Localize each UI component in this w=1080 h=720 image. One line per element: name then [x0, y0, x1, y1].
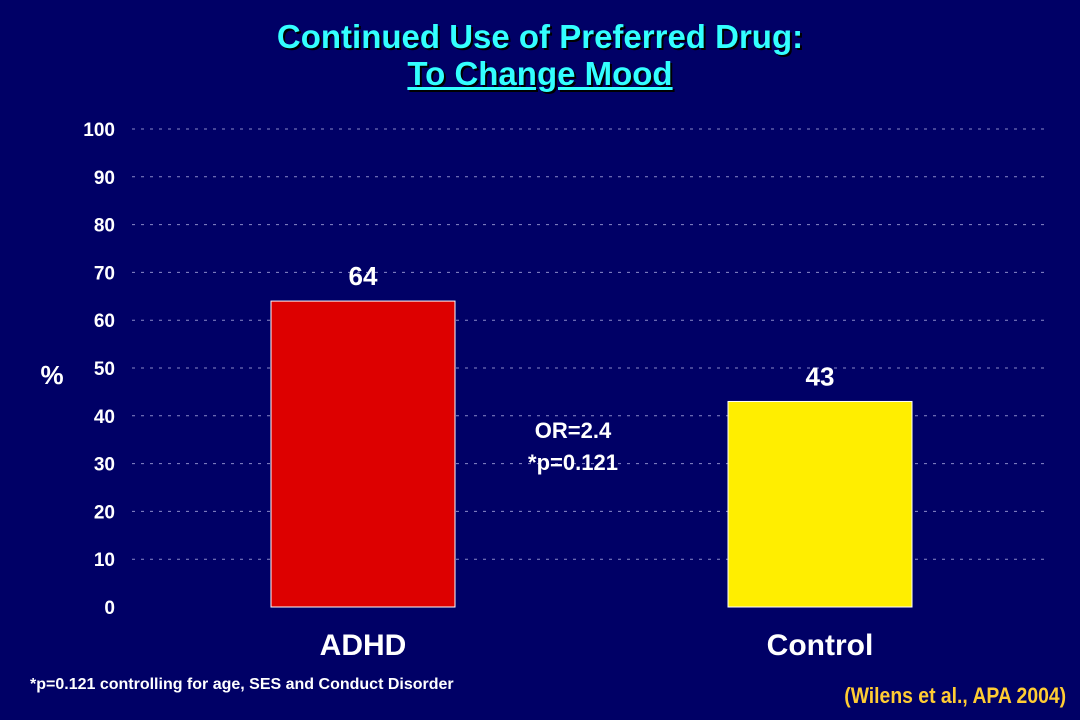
y-tick-label: 90 — [94, 168, 115, 189]
y-tick-label: 80 — [94, 216, 115, 237]
bar-value-label: 43 — [806, 361, 835, 391]
title-line-1: Continued Use of Preferred Drug: — [276, 18, 804, 55]
y-tick-label: 30 — [94, 455, 115, 476]
y-tick-label: 100 — [83, 120, 115, 141]
y-tick-label: 0 — [104, 598, 115, 619]
y-tick-label: 40 — [94, 407, 115, 428]
chart-title: Continued Use of Preferred Drug: To Chan… — [0, 18, 1080, 92]
annotation-line: *p=0.121 — [528, 450, 618, 475]
y-axis-ticks: 0 10 20 30 40 50 60 70 80 90 100 — [83, 120, 115, 619]
title-line-2: To Change Mood — [407, 55, 673, 92]
footnote: *p=0.121 controlling for age, SES and Co… — [30, 676, 454, 693]
citation: (Wilens et al., APA 2004) — [844, 683, 1066, 708]
y-tick-label: 70 — [94, 263, 115, 284]
bars: 64 ADHD 43 Control — [270, 261, 913, 662]
category-label: ADHD — [320, 629, 407, 662]
category-label: Control — [767, 629, 874, 662]
bar-adhd — [270, 300, 456, 608]
annotation-line: OR=2.4 — [535, 418, 612, 443]
y-tick-label: 20 — [94, 502, 115, 523]
y-axis-label: % — [40, 360, 63, 390]
annotation: OR=2.4 *p=0.121 — [528, 418, 618, 475]
y-tick-label: 50 — [94, 359, 115, 380]
y-tick-label: 10 — [94, 550, 115, 571]
bar-value-label: 64 — [349, 261, 378, 291]
y-tick-label: 60 — [94, 311, 115, 332]
bar-control — [727, 400, 913, 608]
